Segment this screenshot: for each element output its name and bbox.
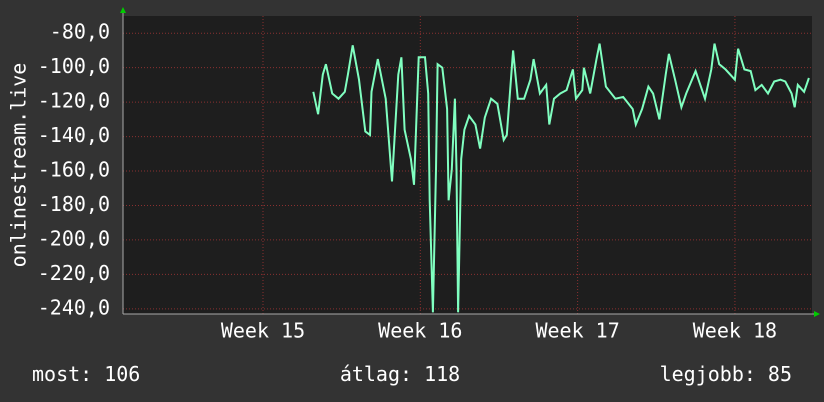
stat-value: 85 [768,362,792,386]
axis-arrow [814,311,820,317]
footer: most: 106 átlag: 118 legjobb: 85 [32,362,792,386]
y-tick-label: -200,0 [38,226,110,250]
y-tick-label: -240,0 [38,295,110,319]
stat-value: 106 [104,362,140,386]
grid [123,16,812,314]
data-line [312,43,810,313]
summary-stat: legjobb: 85 [660,362,792,386]
y-tick-label: -120,0 [38,89,110,113]
y-tick-label: -80,0 [50,20,110,44]
summary-stat: átlag: 118 [340,362,460,386]
stat-label: átlag: [340,362,412,386]
y-tick-label: -100,0 [38,54,110,78]
y-tick-label: -160,0 [38,158,110,182]
marks [312,43,810,313]
x-tick-label: Week 17 [535,319,619,343]
x-tick-label: Week 15 [221,319,305,343]
y-tick-label: -140,0 [38,123,110,147]
summary-stat: most: 106 [32,362,140,386]
y-tick-label: -180,0 [38,192,110,216]
y-tick-label: -220,0 [38,261,110,285]
stat-value: 118 [424,362,460,386]
y-axis-label: onlinestream.live [7,63,31,268]
stat-label: legjobb: [660,362,756,386]
plot-area [123,16,812,314]
x-tick-label: Week 18 [693,319,777,343]
stat-label: most: [32,362,92,386]
x-tick-label: Week 16 [378,319,462,343]
axis-arrow [120,7,126,13]
